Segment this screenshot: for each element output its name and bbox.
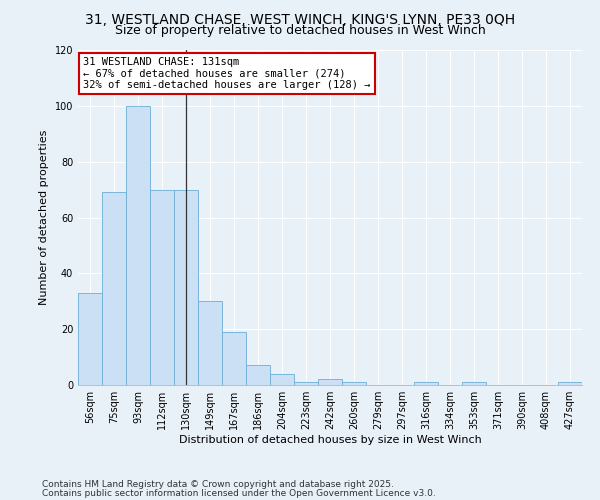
- Bar: [126, 106, 150, 385]
- Bar: [198, 301, 222, 385]
- Bar: [78, 293, 102, 385]
- Text: Size of property relative to detached houses in West Winch: Size of property relative to detached ho…: [115, 24, 485, 37]
- Bar: [414, 382, 438, 385]
- Bar: [558, 382, 582, 385]
- Bar: [462, 382, 486, 385]
- X-axis label: Distribution of detached houses by size in West Winch: Distribution of detached houses by size …: [179, 435, 481, 445]
- Bar: [246, 366, 270, 385]
- Text: 31, WESTLAND CHASE, WEST WINCH, KING'S LYNN, PE33 0QH: 31, WESTLAND CHASE, WEST WINCH, KING'S L…: [85, 12, 515, 26]
- Text: 31 WESTLAND CHASE: 131sqm
← 67% of detached houses are smaller (274)
32% of semi: 31 WESTLAND CHASE: 131sqm ← 67% of detac…: [83, 56, 371, 90]
- Text: Contains public sector information licensed under the Open Government Licence v3: Contains public sector information licen…: [42, 488, 436, 498]
- Text: Contains HM Land Registry data © Crown copyright and database right 2025.: Contains HM Land Registry data © Crown c…: [42, 480, 394, 489]
- Bar: [222, 332, 246, 385]
- Bar: [270, 374, 294, 385]
- Y-axis label: Number of detached properties: Number of detached properties: [39, 130, 49, 305]
- Bar: [294, 382, 318, 385]
- Bar: [102, 192, 126, 385]
- Bar: [174, 190, 198, 385]
- Bar: [318, 380, 342, 385]
- Bar: [342, 382, 366, 385]
- Bar: [150, 190, 174, 385]
